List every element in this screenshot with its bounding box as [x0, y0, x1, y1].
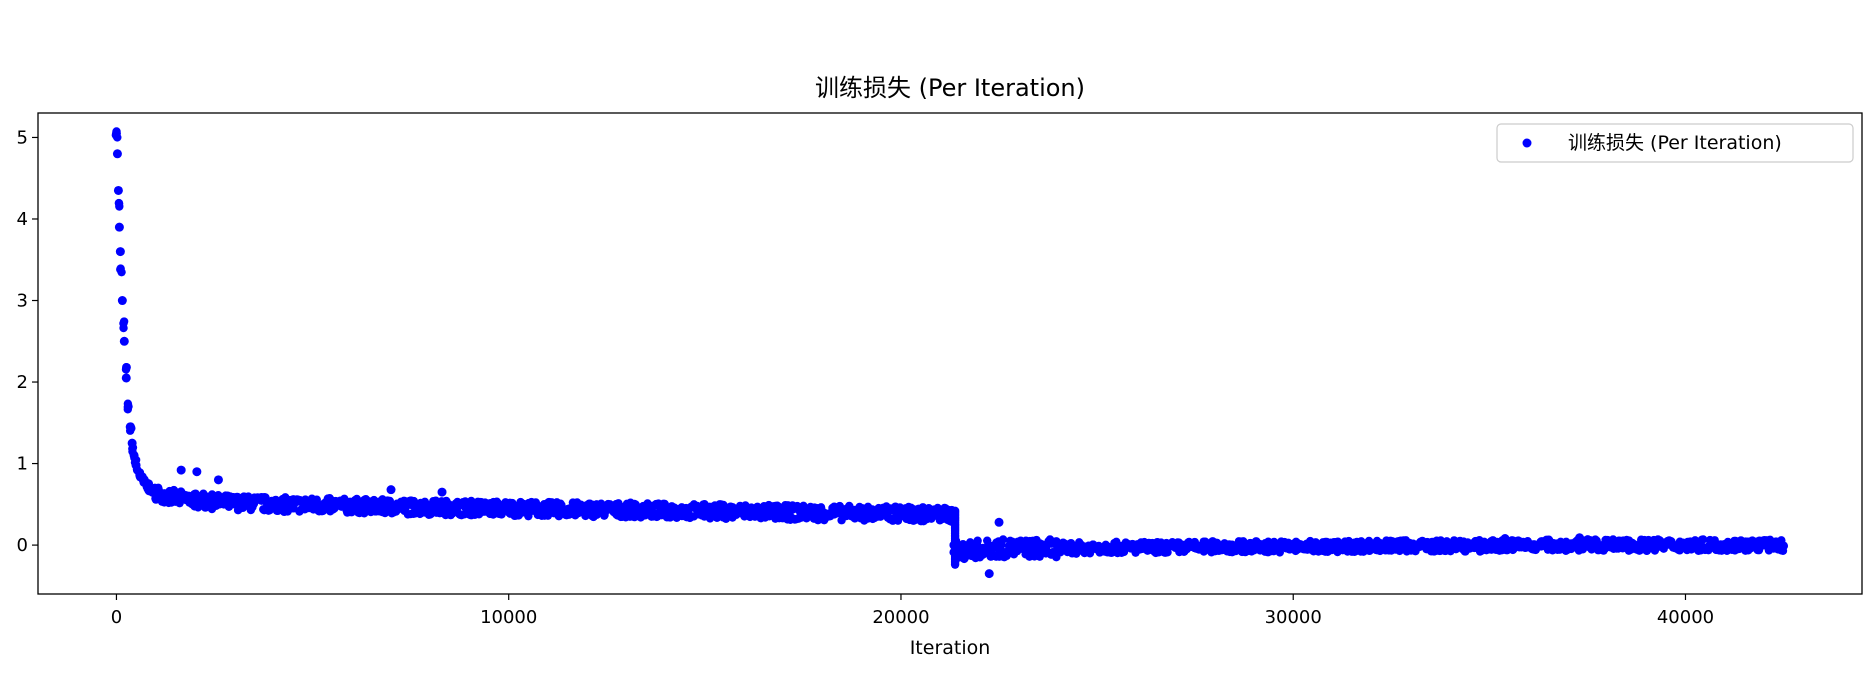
scatter-point	[117, 296, 127, 306]
scatter-point	[112, 149, 122, 159]
scatter-point-density	[973, 536, 982, 545]
x-tick-label: 20000	[872, 607, 929, 628]
x-tick-label: 40000	[1657, 607, 1714, 628]
scatter-point-density	[1778, 546, 1788, 555]
scatter-point-density	[112, 127, 121, 136]
scatter-point-density	[116, 265, 125, 274]
x-tick-label: 0	[111, 607, 122, 628]
scatter-point-density	[114, 199, 124, 208]
scatter-point	[213, 475, 223, 485]
x-axis-label: Iteration	[910, 637, 991, 659]
y-tick-label: 1	[17, 454, 28, 475]
legend-label: 训练损失 (Per Iteration)	[1568, 132, 1782, 154]
y-tick-label: 3	[17, 291, 28, 312]
scatter-point-density	[127, 424, 136, 433]
legend: 训练损失 (Per Iteration)	[1496, 123, 1854, 163]
scatter-point-density	[1698, 535, 1708, 544]
x-axis: 0 10000 20000 30000 40000	[111, 594, 1714, 628]
y-tick-label: 0	[17, 535, 28, 556]
scatter-point-density	[260, 493, 269, 502]
scatter-point	[994, 517, 1004, 527]
scatter-point	[192, 467, 202, 477]
scatter-point-density	[950, 560, 960, 569]
legend-marker	[1522, 138, 1532, 148]
scatter-point	[114, 222, 124, 232]
chart-title: 训练损失 (Per Iteration)	[815, 74, 1085, 102]
scatter-point-density	[128, 444, 137, 453]
scatter-point-density	[409, 496, 419, 506]
plot-area	[37, 112, 1863, 595]
scatter-point	[121, 373, 131, 383]
scatter-point	[115, 247, 125, 257]
scatter-point	[437, 487, 447, 497]
y-tick-label: 4	[17, 209, 28, 230]
y-tick-label: 2	[17, 372, 28, 393]
legend-box	[1496, 123, 1854, 163]
scatter-point-density	[119, 323, 128, 333]
scatter-point-density	[998, 535, 1008, 544]
scatter-point	[113, 185, 123, 195]
scatter-point	[119, 336, 129, 346]
scatter-point-density	[123, 405, 133, 414]
scatter-point	[984, 569, 994, 579]
x-tick-label: 10000	[480, 607, 537, 628]
scatter-series	[111, 127, 1789, 579]
y-tick-label: 5	[17, 127, 28, 148]
scatter-point-density	[122, 363, 131, 372]
scatter-point-density	[131, 455, 141, 465]
scatter-point-density	[154, 483, 163, 492]
scatter-point	[176, 465, 186, 475]
scatter-point-density	[719, 500, 728, 510]
scatter-point-density	[119, 317, 129, 326]
y-axis: 0 1 2 3 4 5	[17, 127, 38, 556]
x-tick-label: 30000	[1265, 607, 1322, 628]
scatter-point	[386, 485, 396, 495]
